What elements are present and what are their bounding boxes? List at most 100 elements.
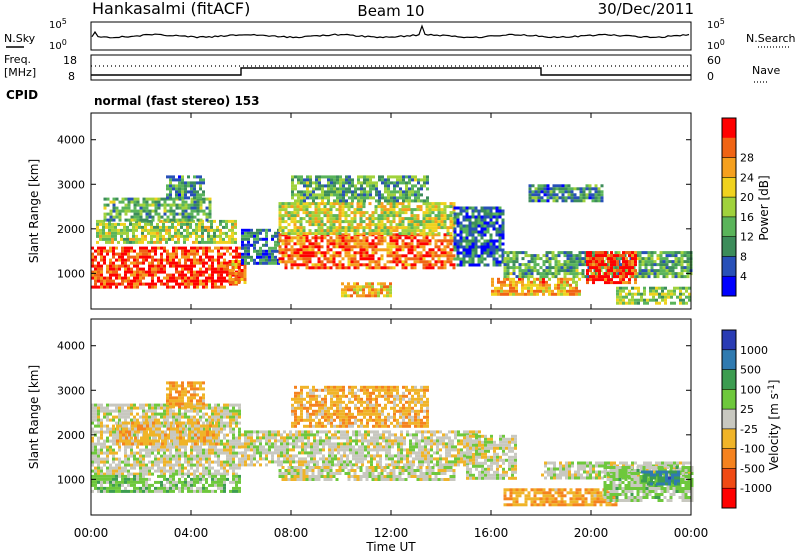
power-cell [271, 261, 274, 265]
power-cell [554, 257, 558, 261]
power-cell [278, 202, 282, 206]
velocity-cell [160, 460, 163, 464]
power-cell [347, 236, 351, 240]
power-cell [160, 203, 164, 207]
power-cell [483, 230, 487, 234]
power-cell [413, 236, 417, 240]
power-cell [121, 258, 124, 262]
velocity-cell [208, 406, 211, 410]
power-cell [446, 239, 450, 243]
velocity-cell [232, 448, 235, 452]
power-cell [434, 202, 438, 206]
power-cell [483, 239, 487, 243]
power-cell [240, 272, 244, 275]
power-cell [674, 263, 678, 267]
velocity-cell [178, 466, 181, 470]
power-cell [619, 289, 622, 293]
power-cell [311, 266, 315, 270]
power-cell [190, 270, 193, 274]
power-cell [622, 272, 625, 276]
power-cell [202, 181, 205, 185]
velocity-cell [217, 460, 220, 464]
power-cell [486, 248, 490, 252]
velocity-cell [103, 445, 106, 449]
power-cell [591, 199, 595, 203]
power-cell [518, 269, 522, 273]
velocity-cell [232, 451, 235, 455]
power-cell [127, 218, 131, 222]
power-cell [157, 197, 161, 201]
power-cell [180, 231, 183, 235]
power-cell [201, 234, 204, 238]
power-cell [625, 251, 628, 255]
power-cell [342, 187, 345, 191]
power-cell [326, 266, 330, 270]
power-cell [566, 266, 570, 270]
power-cell [399, 187, 402, 191]
power-cell [362, 220, 366, 224]
power-cell [335, 242, 339, 246]
velocity-cell [133, 460, 136, 464]
power-cell [229, 246, 232, 250]
power-cell [598, 254, 601, 258]
velocity-cell [118, 466, 121, 470]
power-cell [336, 178, 339, 182]
power-cell [453, 245, 457, 249]
power-cell [123, 228, 126, 232]
power-cell [256, 231, 259, 235]
velocity-cell [97, 436, 100, 440]
power-cell [398, 202, 402, 206]
power-cell [524, 272, 528, 276]
power-cell [132, 234, 135, 238]
power-cell [492, 251, 496, 255]
power-cell [156, 225, 159, 229]
power-cell [181, 252, 184, 256]
power-cell [160, 279, 163, 283]
velocity-cell [109, 448, 112, 452]
velocity-cell [106, 457, 109, 461]
power-cell [130, 249, 133, 253]
power-cell [199, 255, 202, 259]
velocity-cell [163, 472, 166, 476]
power-cell [210, 225, 213, 229]
power-cell [575, 292, 578, 296]
velocity-cell [100, 436, 103, 440]
power-cell [190, 261, 193, 265]
velocity-cell [97, 469, 100, 473]
power-cell [344, 239, 348, 243]
power-cell [462, 218, 466, 222]
velocity-cell [109, 451, 112, 455]
power-cell [142, 252, 145, 256]
power-cell [589, 275, 592, 279]
velocity-cell [142, 460, 145, 464]
velocity-cell [190, 454, 193, 458]
power-cell [389, 214, 393, 218]
power-cell [327, 190, 330, 194]
velocity-cell [118, 403, 121, 407]
velocity-cell [127, 457, 130, 461]
power-cell [362, 202, 366, 206]
power-cell [232, 273, 235, 277]
power-cell [668, 266, 672, 270]
power-cell [326, 208, 330, 212]
power-cell [294, 175, 297, 179]
power-cell [109, 270, 112, 274]
power-cell [187, 212, 191, 216]
power-cell [117, 222, 120, 226]
power-cell [287, 242, 291, 246]
power-cell [326, 214, 330, 218]
power-cell [680, 275, 684, 279]
power-cell [166, 261, 169, 265]
power-cell [401, 217, 405, 221]
power-cell [184, 276, 187, 280]
power-cell [452, 254, 456, 258]
power-cell [219, 228, 222, 232]
power-cell [339, 184, 342, 188]
power-cell [410, 214, 414, 218]
power-cell [332, 217, 336, 221]
power-cell [407, 236, 411, 240]
power-cell [365, 232, 369, 236]
power-cell [362, 232, 366, 236]
power-cell [327, 199, 330, 203]
power-cell [614, 266, 618, 270]
